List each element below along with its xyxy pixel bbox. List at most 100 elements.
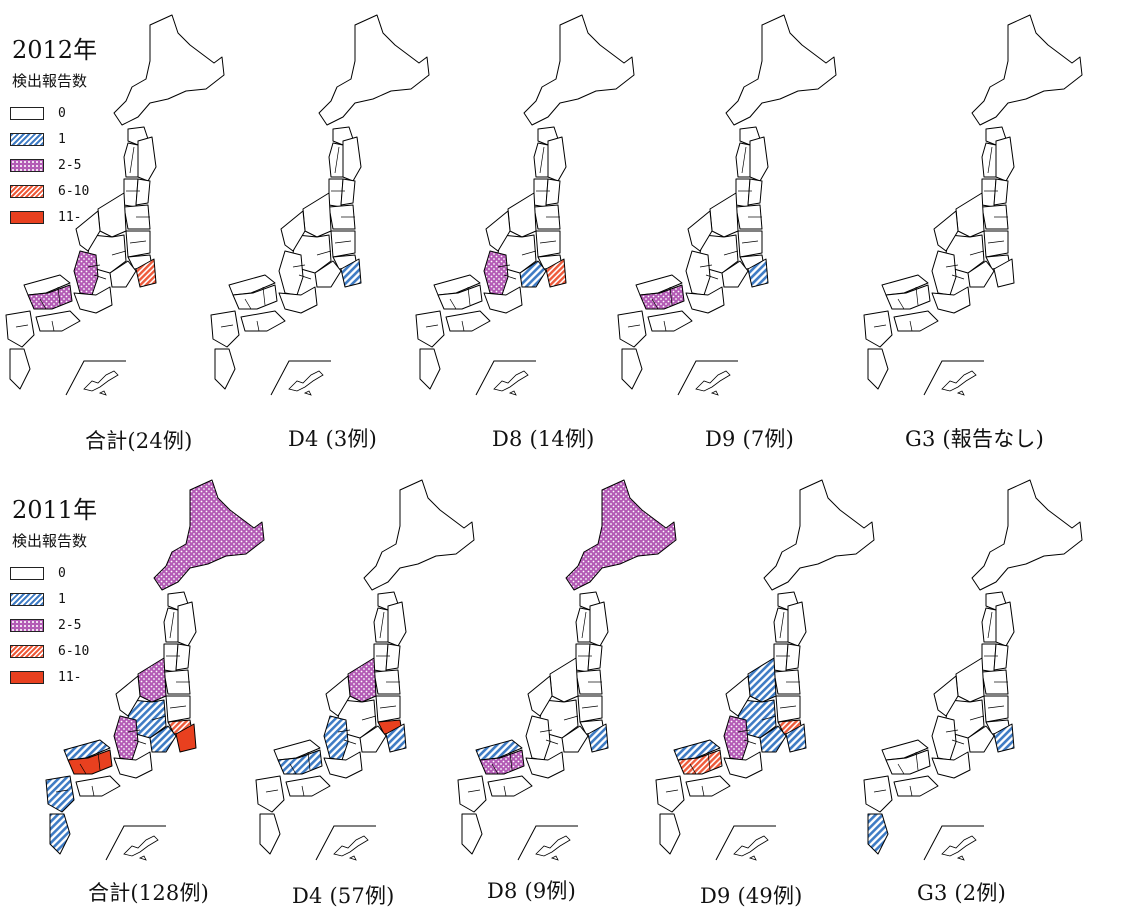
map-caption: D9 (7例) — [705, 427, 795, 451]
legend-swatch — [10, 592, 44, 606]
prefecture-miyagi — [545, 178, 561, 206]
prefecture-miyagi — [993, 643, 1009, 671]
map-caption: G3 (2例) — [917, 881, 1006, 905]
prefecture-border — [689, 763, 697, 775]
legend-label: 0 — [58, 565, 66, 581]
prefecture-iwate — [342, 136, 362, 182]
prefecture-shikoku — [685, 775, 731, 797]
prefecture-border — [969, 250, 985, 256]
prefecture-aichi — [149, 725, 177, 753]
prefecture-border — [779, 705, 797, 709]
prefecture-hiroshima — [479, 749, 525, 775]
japan-map — [863, 479, 1083, 861]
prefecture-border — [467, 286, 471, 306]
map-caption: D8 (14例) — [492, 427, 595, 451]
prefecture-aichi — [759, 725, 787, 753]
prefecture-kanagawa — [340, 258, 362, 288]
prefecture-border — [743, 739, 757, 745]
prefecture-miyagi — [785, 643, 801, 671]
japan-map — [45, 479, 265, 861]
legend-swatch — [10, 618, 44, 632]
prefecture-kagoshima — [621, 348, 643, 390]
prefecture-kagoshima — [867, 348, 889, 390]
okinawa-islands — [695, 370, 731, 396]
map-panel-2011-total — [40, 470, 265, 870]
prefecture-border — [563, 715, 579, 721]
prefecture-akita — [163, 607, 179, 643]
prefecture-akita — [773, 607, 789, 643]
legend-row: 11- — [10, 669, 81, 685]
map-caption: D9 (49例) — [700, 884, 803, 908]
prefecture-border — [151, 715, 167, 721]
map-caption: D4 (3例) — [288, 427, 378, 451]
prefecture-border — [87, 264, 101, 268]
legend-label: 11- — [58, 669, 82, 685]
japan-map — [863, 14, 1083, 396]
prefecture-aichi — [967, 260, 995, 288]
legend-label: 1 — [58, 131, 66, 147]
prefecture-toyama-ishikawa — [933, 675, 959, 717]
prefecture-hiroshima — [885, 749, 931, 775]
prefecture-hokkaido — [971, 14, 1083, 126]
prefecture-toyama-ishikawa — [687, 210, 713, 252]
prefecture-border — [425, 324, 439, 328]
prefecture-border — [723, 250, 739, 256]
prefecture-border — [39, 298, 47, 310]
legend-swatch — [10, 644, 44, 658]
prefecture-niigata — [302, 192, 332, 238]
prefecture-hiroshima — [277, 749, 323, 775]
prefecture-border — [256, 320, 260, 332]
prefecture-osaka-area — [73, 250, 99, 296]
prefecture-border — [581, 611, 587, 639]
prefecture-toyama-ishikawa — [325, 675, 351, 717]
prefecture-border — [379, 705, 397, 709]
prefecture-kii — [483, 286, 523, 314]
prefecture-aichi — [109, 260, 137, 288]
prefecture-osaka-area — [525, 715, 551, 761]
prefecture-osaka-area — [483, 250, 509, 296]
prefecture-kanagawa — [135, 258, 157, 288]
prefecture-niigata — [709, 192, 739, 238]
prefecture-border — [987, 611, 993, 639]
prefecture-toyama-ishikawa — [527, 675, 553, 717]
prefecture-tochigi-gunma — [165, 695, 191, 723]
legend-row: 2-5 — [10, 617, 81, 633]
prefecture-aichi — [519, 260, 547, 288]
prefecture-border — [491, 763, 499, 775]
japan-prefectures — [617, 14, 837, 396]
okinawa-inset-frame — [923, 825, 984, 861]
japan-prefectures — [863, 14, 1083, 396]
prefecture-kyushu-north — [45, 775, 75, 813]
prefecture-border — [15, 324, 29, 328]
japan-map — [5, 14, 225, 396]
prefecture-border — [301, 785, 305, 797]
prefecture-border — [91, 785, 95, 797]
prefecture-shikoku — [445, 310, 491, 332]
prefecture-border — [539, 146, 545, 174]
prefecture-niigata — [137, 657, 167, 703]
prefecture-shikoku — [240, 310, 286, 332]
okinawa-islands — [941, 370, 977, 396]
prefecture-aichi — [314, 260, 342, 288]
prefecture-kanagawa — [785, 723, 807, 753]
prefecture-toyama-ishikawa — [75, 210, 101, 252]
okinawa-islands — [83, 370, 119, 396]
map-caption: G3 (報告なし) — [905, 427, 1044, 451]
prefecture-border — [915, 751, 919, 771]
prefecture-border — [497, 264, 511, 268]
legend-swatch — [10, 158, 44, 172]
prefecture-border — [467, 789, 481, 793]
prefecture-border — [873, 789, 887, 793]
prefecture-border — [581, 705, 599, 709]
prefecture-iwate — [547, 136, 567, 182]
prefecture-border — [127, 729, 141, 733]
prefecture-hokkaido — [153, 479, 265, 591]
prefecture-border — [951, 739, 965, 745]
prefecture-kii — [931, 286, 971, 314]
map-panel-2012-d4 — [205, 5, 430, 405]
prefecture-border — [93, 274, 107, 280]
prefecture-kyushu-north — [5, 310, 35, 348]
prefecture-shikoku — [893, 310, 939, 332]
japan-prefectures — [415, 14, 635, 396]
okinawa-inset-frame — [677, 360, 738, 396]
